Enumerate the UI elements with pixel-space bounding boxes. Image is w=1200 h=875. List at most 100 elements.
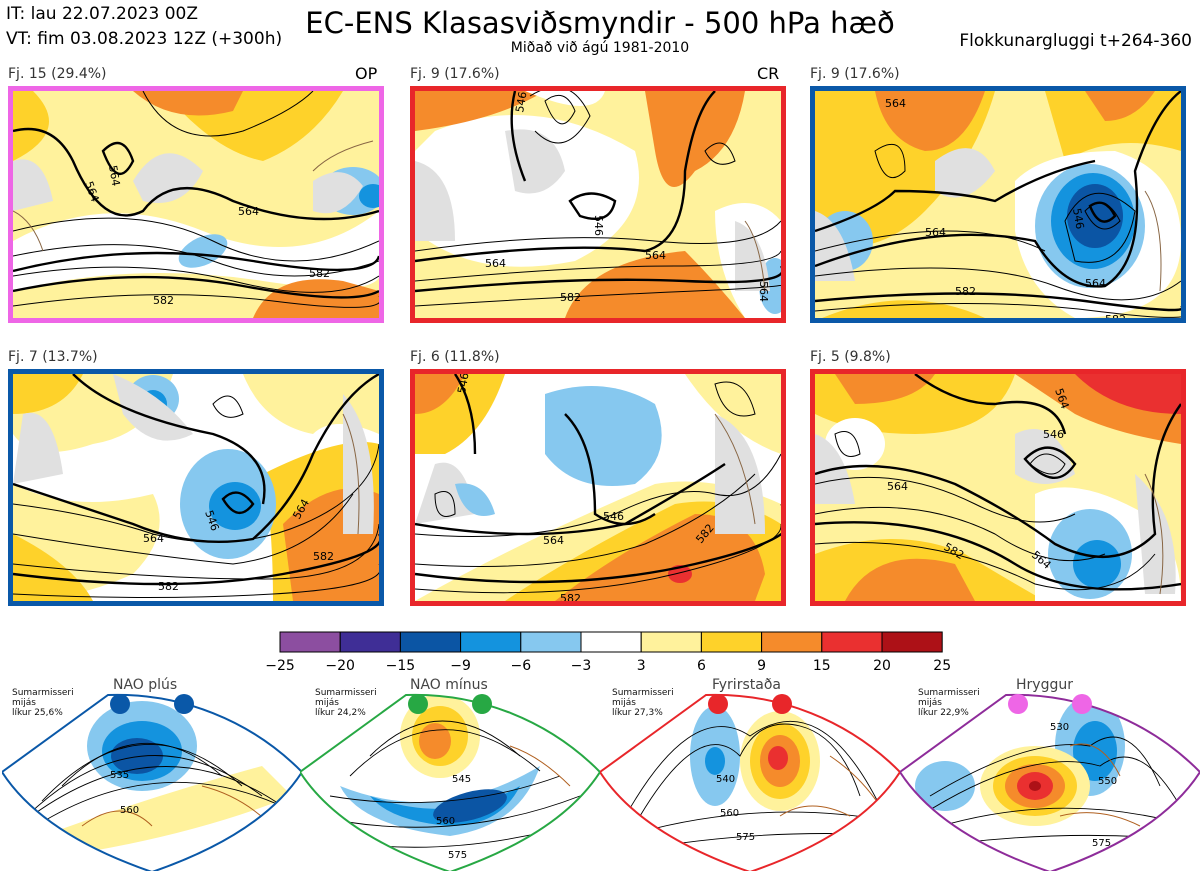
cluster-map: 564 546 564 564 582 582 <box>815 91 1181 318</box>
colorbar-tick-label: −3 <box>571 658 592 674</box>
cluster-map: 564 546 564 582 564 582 <box>815 374 1181 601</box>
contour-label: 560 <box>720 808 739 819</box>
cluster-map: 546 564 564 582 582 <box>13 374 379 601</box>
contour-label: 564 <box>887 480 908 493</box>
contour-label: 582 <box>1105 313 1126 318</box>
contour-labels: 564 564 564 582 582 <box>82 164 330 307</box>
regime-marker <box>174 694 194 714</box>
regime-map-blocking[interactable]: 540 560 575 <box>598 676 902 874</box>
colorbar-swatch <box>881 631 943 653</box>
page-subtitle: Miðað við ágú 1981-2010 <box>510 40 690 56</box>
colorbar-swatch <box>399 631 462 653</box>
colorbar-swatch <box>700 631 763 653</box>
contour-label: 582 <box>158 580 179 593</box>
contour-label: 546 <box>513 91 529 114</box>
regime-name: NAO mínus <box>410 677 488 693</box>
colorbar-tick-label: −25 <box>265 658 295 674</box>
cluster-label: Fj. 15 (29.4%) <box>8 66 107 82</box>
contour-label: 550 <box>1098 776 1117 787</box>
cluster-label: Fj. 9 (17.6%) <box>810 66 900 82</box>
contour-label: 545 <box>452 774 471 785</box>
colorbar-tick-label: 20 <box>873 658 891 674</box>
contour-label: 546 <box>592 215 605 236</box>
contour-label: 575 <box>736 832 755 843</box>
cluster-map-panel[interactable]: 546 546 564 564 564 582 <box>410 86 786 323</box>
cluster-map: 546 546 564 564 564 582 <box>415 91 781 318</box>
colorbar-swatch <box>821 631 883 653</box>
contour-label: 535 <box>110 770 129 781</box>
init-time: IT: lau 22.07.2023 00Z <box>6 4 198 24</box>
contour-label: 582 <box>955 285 976 298</box>
regime-map: 540 560 575 <box>598 693 902 874</box>
contour-label: 582 <box>560 592 581 601</box>
regime-frame <box>898 693 1200 874</box>
regime-info: Sumarmisseri mijás líkur 24,2% <box>315 688 377 718</box>
colorbar-swatch <box>520 631 582 653</box>
contour-label: 575 <box>448 850 467 861</box>
contour-label: 582 <box>313 550 334 563</box>
regime-map: 535 560 <box>0 693 304 874</box>
colorbar-tick-label: 9 <box>757 658 766 674</box>
regime-info: Sumarmisseri mijás líkur 25,6% <box>12 688 74 718</box>
regime-map-ridge[interactable]: 530 550 575 <box>898 676 1200 874</box>
regime-map-nao-plus[interactable]: 535 560 <box>0 676 304 874</box>
cluster-tag: OP <box>355 64 378 83</box>
classification-window: Flokkunargluggi t+264-360 <box>959 31 1192 51</box>
cluster-label: Fj. 7 (13.7%) <box>8 349 98 365</box>
regime-marker <box>1008 694 1028 714</box>
regime-frame <box>598 693 902 874</box>
contour-label: 582 <box>560 291 581 304</box>
contour-label: 564 <box>106 164 122 187</box>
cluster-map-panel[interactable]: 564 546 564 582 564 582 <box>810 369 1186 606</box>
contour-label: 564 <box>543 534 564 547</box>
contour-label: 564 <box>925 226 946 239</box>
cluster-tag: CR <box>757 64 780 83</box>
contour-label: 564 <box>1085 277 1106 290</box>
colorbar-swatch <box>339 631 401 653</box>
contour-label: 546 <box>1043 428 1064 441</box>
cluster-map-panel[interactable]: 564 564 564 582 582 <box>8 86 384 323</box>
regime-info: Sumarmisseri mijás líkur 22,9% <box>918 688 980 718</box>
colorbar-tick-label: 15 <box>813 658 831 674</box>
contour-label: 582 <box>309 267 330 280</box>
colorbar-tick-label: −9 <box>450 658 471 674</box>
regime-name: Hryggur <box>1016 677 1073 693</box>
contour-label: 564 <box>143 532 164 545</box>
cluster-label: Fj. 6 (11.8%) <box>410 349 500 365</box>
regime-marker <box>1072 694 1092 714</box>
regime-frame <box>298 693 602 874</box>
cluster-map: 564 564 564 582 582 <box>13 91 379 318</box>
regime-name: NAO plús <box>113 677 178 693</box>
cluster-label: Fj. 5 (9.8%) <box>810 349 891 365</box>
colorbar-tick-label: −15 <box>386 658 416 674</box>
contour-label: 582 <box>153 294 174 307</box>
colorbar-swatch <box>460 631 522 653</box>
contour-label: 546 <box>1070 207 1086 230</box>
regime-marker <box>408 694 428 714</box>
contour-label: 530 <box>1050 722 1069 733</box>
regime-marker <box>110 694 130 714</box>
contour-label: 546 <box>603 510 624 523</box>
contour-label: 575 <box>1092 838 1111 849</box>
cluster-map-panel[interactable]: 564 546 564 564 582 582 <box>810 86 1186 323</box>
colorbar-tick-label: 3 <box>637 658 646 674</box>
colorbar-swatch <box>580 631 642 653</box>
regime-info: Sumarmisseri mijás líkur 27,3% <box>612 688 674 718</box>
contour-label: 560 <box>436 816 455 827</box>
colorbar-swatch <box>761 631 823 653</box>
valid-time: VT: fim 03.08.2023 12Z (+300h) <box>6 29 283 49</box>
colorbar-tick-label: −6 <box>510 658 531 674</box>
contour-label: 560 <box>120 805 139 816</box>
colorbar-tick-label: 6 <box>697 658 706 674</box>
cluster-label: Fj. 9 (17.6%) <box>410 66 500 82</box>
regime-map: 530 550 575 <box>898 693 1200 874</box>
contour-label: 564 <box>757 281 770 302</box>
regime-map: 545 560 575 <box>298 693 602 874</box>
regime-marker <box>472 694 492 714</box>
regime-name: Fyrirstaða <box>712 677 781 693</box>
cluster-map-panel[interactable]: 546 546 564 582 582 <box>410 369 786 606</box>
regime-map-nao-minus[interactable]: 545 560 575 <box>298 676 602 874</box>
contour-labels: 546 546 564 564 564 582 <box>485 91 770 304</box>
contour-label: 564 <box>485 257 506 270</box>
cluster-map-panel[interactable]: 546 564 564 582 582 <box>8 369 384 606</box>
